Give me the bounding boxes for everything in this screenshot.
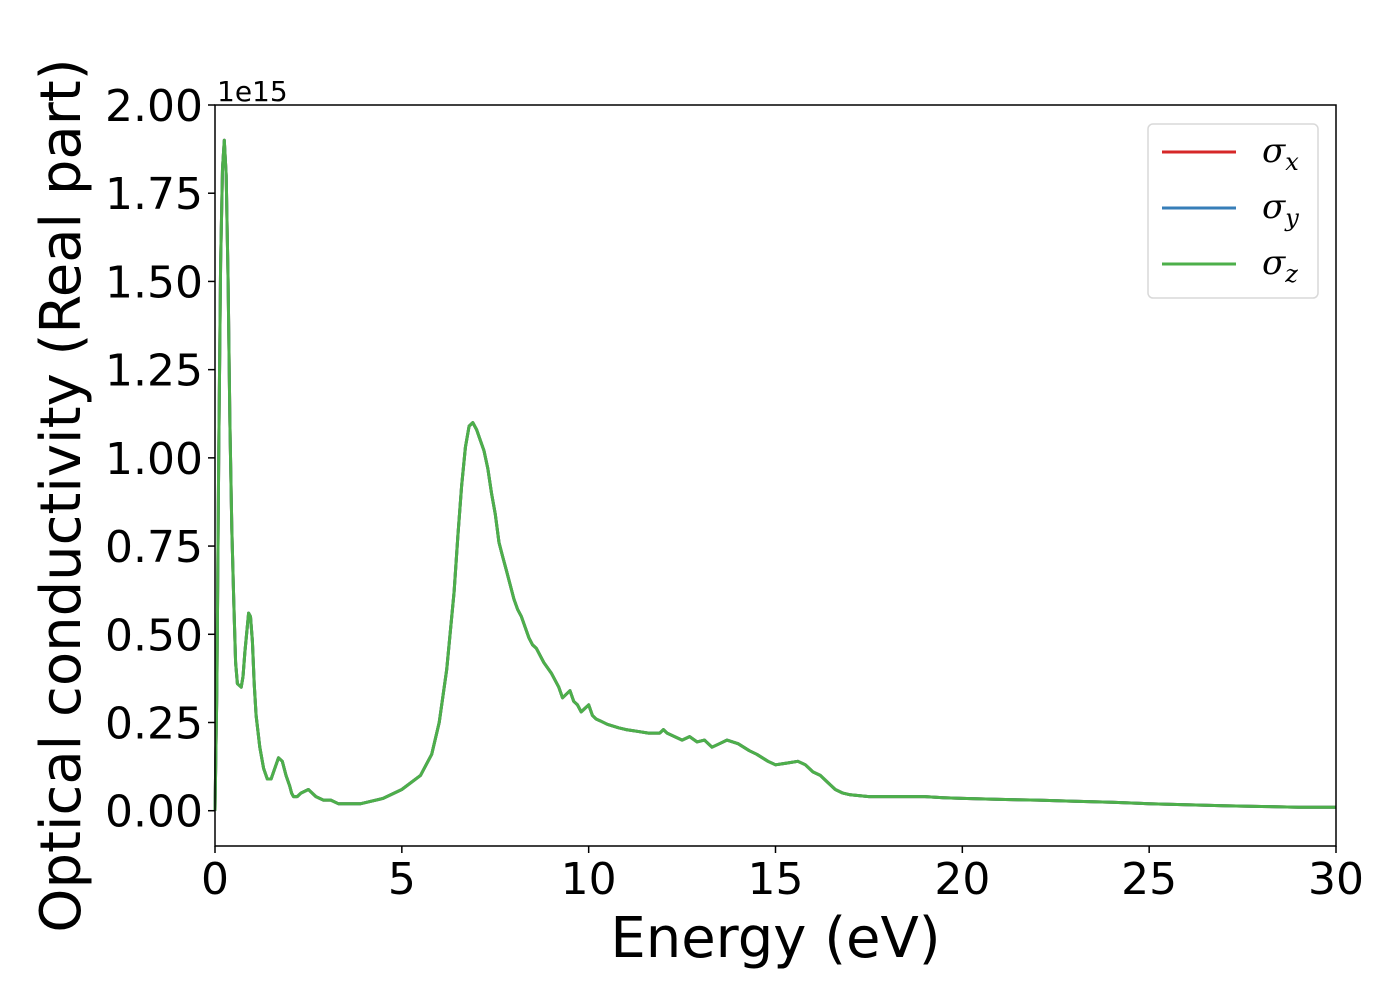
x-axis-title: Energy (eV)	[610, 906, 940, 971]
y-axis-title: Optical conductivity (Real part)	[29, 58, 94, 932]
y-offset-label: 1e15	[217, 75, 288, 108]
x-axis-ticks: 0 5 10 15 20 25 30	[201, 846, 1364, 905]
plot-lines	[213, 138, 1336, 811]
legend-label-y: σy	[1262, 187, 1299, 232]
x-tick-label: 10	[561, 854, 617, 905]
legend-box	[1147, 123, 1319, 299]
y-tick-label: 1.00	[105, 434, 203, 485]
y-axis-ticks: 0.00 0.25 0.50 0.75 1.00 1.25 1.50 1.75 2.00	[105, 81, 215, 838]
y-tick-label: 1.25	[105, 346, 203, 397]
y-tick-label: 0.75	[105, 522, 203, 573]
y-tick-label: 1.50	[105, 257, 203, 308]
x-tick-label: 0	[201, 854, 229, 905]
y-tick-label: 2.00	[105, 81, 203, 132]
y-tick-label: 0.00	[105, 787, 203, 838]
x-tick-label: 20	[934, 854, 990, 905]
x-tick-label: 15	[748, 854, 804, 905]
x-tick-label: 25	[1121, 854, 1177, 905]
y-tick-label: 1.75	[105, 169, 203, 220]
legend-label-z: σz	[1262, 243, 1298, 288]
legend: σx σy σz	[1147, 123, 1319, 299]
x-tick-label: 30	[1308, 854, 1364, 905]
x-tick-label: 5	[388, 854, 416, 905]
y-tick-label: 0.50	[105, 610, 203, 661]
y-tick-label: 0.25	[105, 699, 203, 750]
series-line-z	[213, 138, 1336, 811]
legend-label-x: σx	[1262, 131, 1299, 176]
